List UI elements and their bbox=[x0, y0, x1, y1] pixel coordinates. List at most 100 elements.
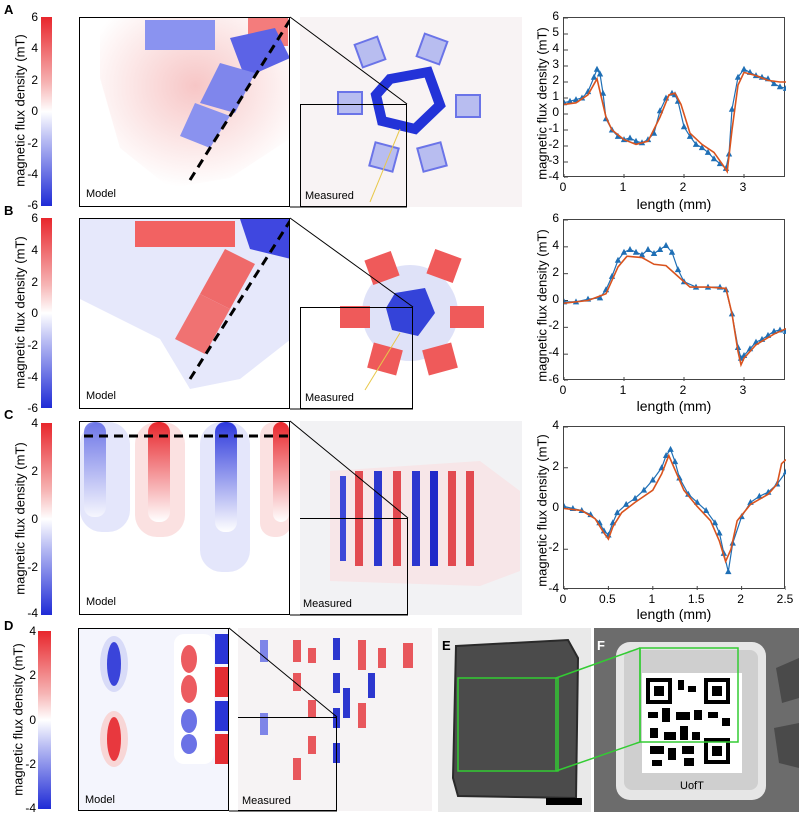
line-plot-b-xlabel: length (mm) bbox=[636, 398, 712, 414]
measured-point bbox=[674, 266, 682, 273]
measured-point bbox=[650, 250, 658, 257]
panel-label-a: A bbox=[4, 2, 14, 17]
y-tick-label: 2 bbox=[552, 458, 559, 473]
measured-point bbox=[600, 527, 608, 534]
line-plot-c bbox=[563, 426, 786, 590]
measured-point bbox=[716, 529, 723, 536]
measured-point bbox=[644, 246, 652, 253]
measured-point bbox=[734, 73, 742, 80]
model-tag-c: Model bbox=[86, 596, 116, 608]
y-tick-label: -1 bbox=[548, 121, 559, 135]
measured-point bbox=[632, 137, 640, 144]
y-tick-label: 3 bbox=[552, 57, 559, 71]
measured-tag-a: Measured bbox=[305, 190, 354, 202]
model-curve bbox=[564, 255, 786, 368]
measured-curve bbox=[564, 67, 786, 170]
measured-point bbox=[640, 486, 648, 493]
measured-point bbox=[593, 65, 601, 72]
x-tick-label: 0 bbox=[559, 180, 567, 194]
measured-point bbox=[782, 468, 786, 475]
measured-point bbox=[572, 96, 580, 103]
measured-point bbox=[728, 105, 736, 112]
y-tick-label: 4 bbox=[552, 418, 559, 432]
line-plot-a-graphic bbox=[564, 18, 786, 178]
measured-tag-d: Measured bbox=[242, 795, 291, 807]
measured-point bbox=[692, 140, 700, 147]
measured-point bbox=[711, 519, 719, 526]
model-tag-a: Model bbox=[86, 188, 116, 200]
measured-inset-b: Measured bbox=[300, 307, 413, 409]
model-curve bbox=[564, 453, 786, 564]
line-plot-c-xlabel: length (mm) bbox=[636, 606, 712, 622]
measured-point bbox=[756, 492, 763, 499]
sample-photo-e bbox=[438, 628, 591, 812]
measured-map-c: Measured bbox=[300, 421, 522, 615]
model-curve bbox=[564, 71, 786, 174]
measured-map-b: Measured bbox=[300, 218, 522, 409]
measured-point bbox=[614, 132, 622, 139]
model-map-a-graphic bbox=[100, 18, 289, 188]
measured-point bbox=[671, 458, 679, 465]
measured-point bbox=[686, 132, 694, 139]
measured-point bbox=[770, 80, 778, 87]
y-tick-label: -2 bbox=[548, 137, 559, 151]
model-map-d: Model bbox=[78, 628, 229, 811]
measured-map-a: Measured bbox=[300, 17, 522, 207]
line-plot-c-graphic bbox=[564, 427, 786, 590]
model-map-d-graphic bbox=[79, 629, 228, 810]
panel-label-e: E bbox=[442, 638, 451, 653]
y-tick-label: 2 bbox=[552, 264, 559, 279]
measured-point bbox=[622, 500, 630, 507]
x-tick-label: 3 bbox=[739, 383, 747, 397]
y-tick-label: 6 bbox=[552, 211, 559, 225]
x-tick-label: 2 bbox=[737, 592, 744, 606]
measured-point bbox=[650, 129, 658, 136]
x-tick-label: 2 bbox=[679, 383, 687, 397]
measured-inset-a: Measured bbox=[300, 104, 407, 207]
colorbar-label-d: magnetic flux density (mT) bbox=[10, 643, 26, 796]
measured-point bbox=[614, 256, 622, 263]
measured-map-d: Measured bbox=[238, 628, 432, 811]
measured-point bbox=[596, 70, 604, 77]
x-tick-label: 1 bbox=[619, 383, 627, 397]
colorbar-label-b: magnetic flux density (mT) bbox=[12, 236, 28, 389]
measured-point bbox=[667, 445, 674, 452]
measured-point bbox=[626, 246, 634, 253]
measured-point bbox=[590, 73, 598, 80]
measured-point bbox=[596, 294, 604, 301]
measured-point bbox=[704, 148, 712, 155]
measured-point bbox=[720, 549, 728, 556]
model-map-c-graphic bbox=[80, 422, 289, 572]
x-tick-label: 1.5 bbox=[687, 592, 705, 606]
measured-point bbox=[662, 241, 670, 248]
measured-point bbox=[676, 474, 683, 481]
y-tick-label: -4 bbox=[548, 581, 559, 595]
line-plot-a bbox=[563, 17, 786, 178]
measured-point bbox=[566, 97, 574, 104]
y-tick-label: -3 bbox=[548, 153, 559, 167]
y-tick-label: 4 bbox=[552, 237, 559, 252]
measured-point bbox=[656, 246, 664, 253]
qr-scan-f: UofT bbox=[594, 628, 799, 812]
measured-point bbox=[632, 248, 640, 255]
x-tick-label: 2 bbox=[679, 180, 687, 194]
x-tick-label: 0 bbox=[559, 383, 567, 397]
panel-label-f: F bbox=[597, 638, 605, 653]
measured-point bbox=[638, 251, 646, 258]
measured-point bbox=[710, 155, 718, 162]
measured-point bbox=[631, 494, 639, 501]
measured-point bbox=[716, 160, 724, 167]
colorbar-b bbox=[41, 218, 52, 408]
measured-point bbox=[698, 144, 706, 151]
y-tick-label: 0 bbox=[552, 499, 559, 514]
measured-point bbox=[668, 248, 676, 255]
y-tick-label: 5 bbox=[552, 25, 559, 39]
measured-point bbox=[685, 490, 692, 497]
model-tag-b: Model bbox=[86, 390, 116, 402]
line-plot-b bbox=[563, 219, 786, 381]
measured-inset-d: Measured bbox=[238, 717, 337, 811]
measured-point bbox=[680, 123, 688, 130]
model-map-a: Model bbox=[79, 17, 290, 207]
colorbar-c bbox=[41, 423, 52, 615]
y-tick-label: -6 bbox=[548, 372, 559, 386]
